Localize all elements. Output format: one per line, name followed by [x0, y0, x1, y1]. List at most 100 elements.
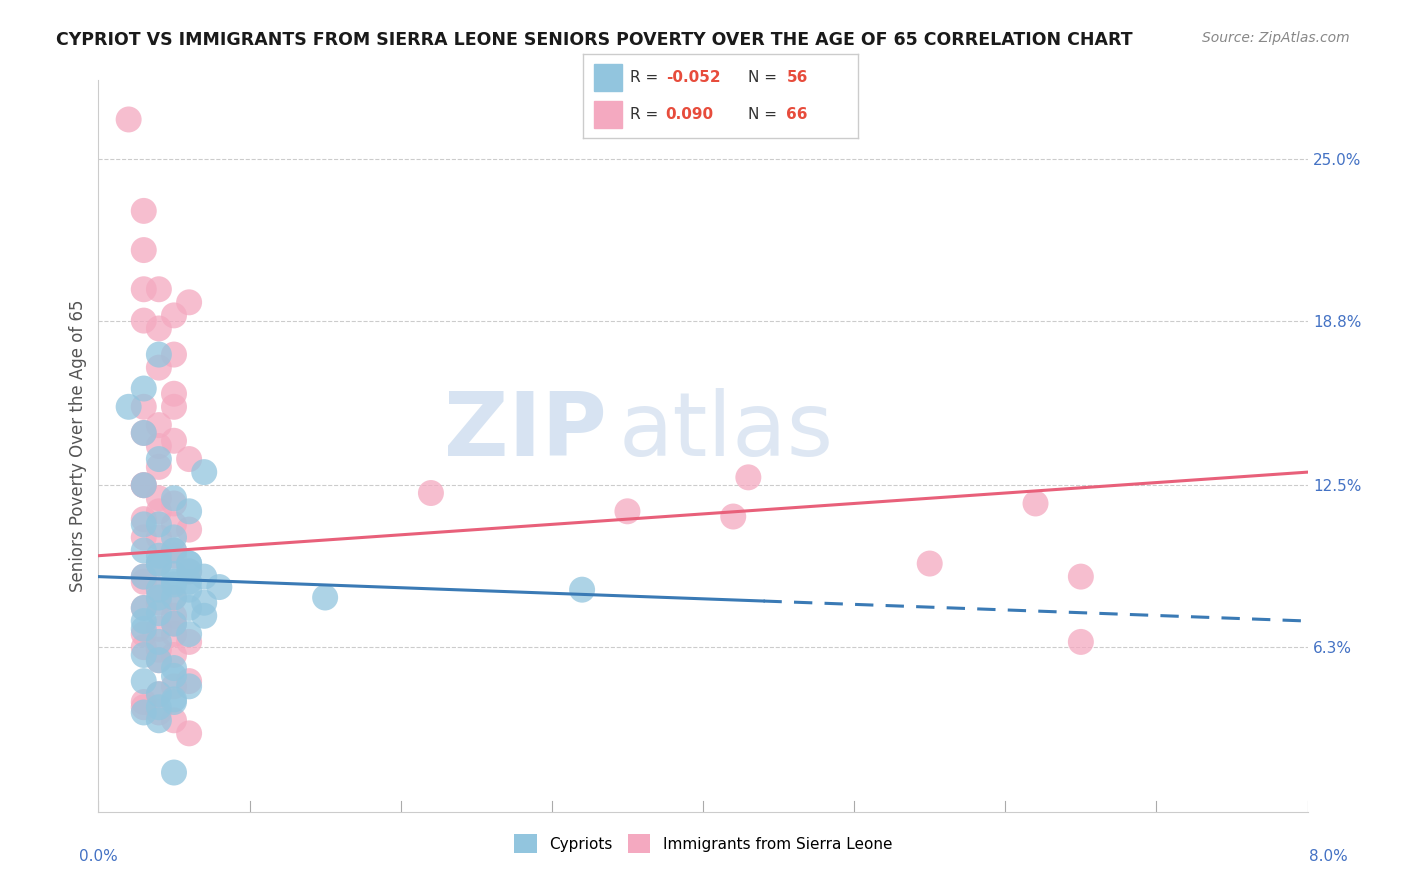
Point	[163, 608, 186, 623]
Point	[193, 596, 215, 610]
Point	[420, 486, 443, 500]
Point	[148, 348, 170, 362]
Point	[148, 706, 170, 720]
Point	[132, 627, 155, 641]
Point	[193, 569, 215, 583]
Point	[179, 674, 201, 689]
Point	[163, 616, 186, 631]
Point	[179, 574, 201, 589]
Point	[163, 491, 186, 506]
Bar	[595, 101, 621, 128]
Point	[132, 282, 155, 296]
Point	[148, 687, 170, 701]
Legend: Cypriots, Immigrants from Sierra Leone: Cypriots, Immigrants from Sierra Leone	[508, 828, 898, 859]
Point	[179, 565, 201, 579]
Point	[208, 580, 231, 594]
Point	[132, 648, 155, 662]
Point	[163, 591, 186, 605]
Point	[163, 567, 186, 582]
Point	[163, 549, 186, 563]
Point	[132, 313, 155, 327]
Point	[148, 582, 170, 597]
Point	[132, 601, 155, 615]
Point	[148, 622, 170, 636]
Point	[132, 543, 155, 558]
Point	[132, 425, 155, 440]
Point	[1070, 569, 1092, 583]
Point	[193, 608, 215, 623]
Point	[132, 700, 155, 714]
Point	[918, 557, 941, 571]
Point	[148, 653, 170, 667]
Point	[132, 695, 155, 709]
Point	[148, 557, 170, 571]
Point	[148, 557, 170, 571]
Text: 8.0%: 8.0%	[1309, 849, 1348, 863]
Point	[179, 726, 201, 740]
Point	[132, 614, 155, 628]
Text: 66: 66	[786, 107, 808, 122]
Point	[723, 509, 745, 524]
Point	[163, 692, 186, 706]
Point	[179, 523, 201, 537]
Point	[163, 386, 186, 401]
Point	[163, 309, 186, 323]
Point	[163, 591, 186, 605]
Point	[148, 714, 170, 728]
Point	[163, 577, 186, 591]
Point	[148, 360, 170, 375]
Point	[148, 687, 170, 701]
Point	[132, 512, 155, 526]
Text: -0.052: -0.052	[666, 70, 720, 85]
Point	[163, 574, 186, 589]
Point	[179, 635, 201, 649]
Text: 0.090: 0.090	[666, 107, 714, 122]
Point	[571, 582, 593, 597]
Point	[163, 679, 186, 693]
Point	[148, 582, 170, 597]
Point	[179, 452, 201, 467]
Point	[132, 640, 155, 655]
Point	[132, 569, 155, 583]
Point	[132, 478, 155, 492]
Point	[148, 321, 170, 335]
Point	[179, 679, 201, 693]
Y-axis label: Seniors Poverty Over the Age of 65: Seniors Poverty Over the Age of 65	[69, 300, 87, 592]
Point	[148, 439, 170, 453]
Point	[163, 616, 186, 631]
Point	[132, 243, 155, 257]
Point	[132, 569, 155, 583]
Point	[163, 648, 186, 662]
Point	[314, 591, 336, 605]
Point	[163, 627, 186, 641]
Point	[132, 382, 155, 396]
Text: R =: R =	[630, 70, 664, 85]
Point	[179, 565, 201, 579]
Point	[163, 765, 186, 780]
Point	[148, 282, 170, 296]
Text: CYPRIOT VS IMMIGRANTS FROM SIERRA LEONE SENIORS POVERTY OVER THE AGE OF 65 CORRE: CYPRIOT VS IMMIGRANTS FROM SIERRA LEONE …	[56, 31, 1133, 49]
Point	[163, 434, 186, 448]
Point	[616, 504, 638, 518]
Point	[148, 459, 170, 474]
Point	[148, 418, 170, 433]
Point	[132, 203, 155, 218]
Point	[163, 400, 186, 414]
Point	[118, 112, 141, 127]
Text: Source: ZipAtlas.com: Source: ZipAtlas.com	[1202, 31, 1350, 45]
Point	[148, 557, 170, 571]
Point	[118, 400, 141, 414]
Text: N =: N =	[748, 70, 782, 85]
Bar	[595, 63, 621, 91]
Point	[148, 530, 170, 544]
Point	[163, 695, 186, 709]
Point	[148, 606, 170, 620]
Point	[163, 543, 186, 558]
Point	[132, 400, 155, 414]
Point	[132, 425, 155, 440]
Point	[148, 596, 170, 610]
Point	[163, 661, 186, 675]
Point	[148, 635, 170, 649]
Point	[132, 478, 155, 492]
Text: 0.0%: 0.0%	[79, 849, 118, 863]
